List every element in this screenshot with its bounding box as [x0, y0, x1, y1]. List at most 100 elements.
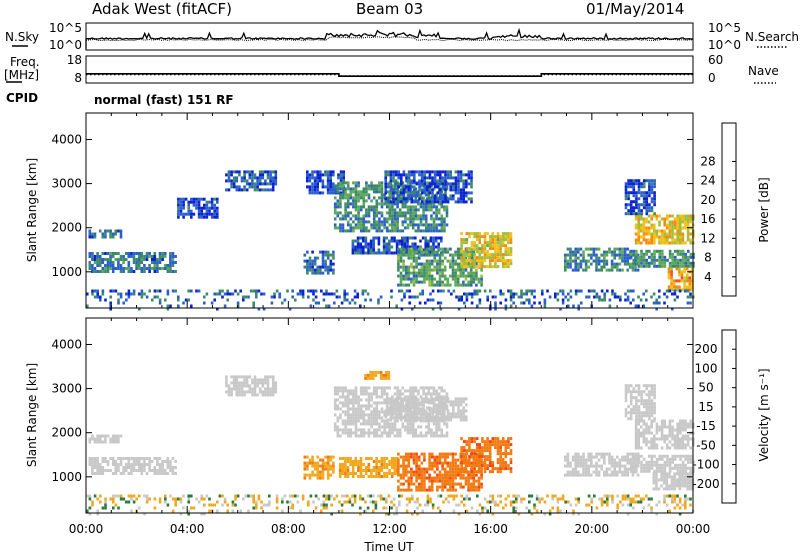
echo-cell [679, 261, 682, 265]
echo-cell [369, 370, 372, 374]
echo-cell [404, 479, 408, 483]
echo-cell [443, 476, 447, 480]
echo-cell [424, 220, 428, 224]
echo-cell [380, 460, 384, 463]
echo-cell [590, 464, 593, 468]
echo-cell [365, 199, 368, 203]
echo-cell [428, 455, 431, 459]
echo-cell [266, 390, 270, 394]
echo-cell [566, 458, 570, 462]
echo-cell [449, 197, 452, 201]
echo-cell [264, 179, 267, 183]
echo-cell [574, 250, 577, 254]
echo-cell [349, 472, 352, 475]
echo-cell [449, 476, 452, 480]
echo-cell [623, 253, 627, 257]
echo-cell [422, 208, 425, 212]
echo-cell [392, 194, 395, 198]
echo-cell [456, 464, 460, 468]
echo-cell [316, 461, 320, 465]
echo-cell [441, 170, 445, 174]
echo-cell [437, 289, 440, 293]
echo-cell [637, 226, 640, 230]
echo-cell [438, 274, 442, 278]
echo-cell [608, 247, 611, 251]
echo-cell [440, 226, 444, 230]
echo-cell [507, 250, 510, 254]
echo-cell [623, 470, 627, 474]
echo-cell [104, 298, 107, 302]
echo-cell [415, 406, 419, 410]
echo-cell [308, 476, 312, 480]
echo-cell [423, 455, 426, 459]
echo-cell [336, 211, 340, 215]
echo-cell [436, 265, 439, 269]
echo-cell [467, 182, 471, 186]
echo-cell [424, 208, 428, 212]
echo-cell [140, 261, 144, 264]
echo-cell [424, 431, 428, 435]
echo-cell [111, 267, 115, 270]
echo-cell [127, 261, 131, 264]
echo-cell [462, 262, 466, 266]
echo-cell [326, 473, 330, 477]
echo-cell [316, 271, 320, 275]
echo-cell [402, 194, 406, 198]
echo-cell [676, 249, 680, 253]
echo-cell [357, 460, 360, 463]
echo-cell [387, 400, 390, 404]
echo-cell [417, 455, 421, 459]
echo-cell [470, 179, 473, 183]
echo-cell [130, 463, 133, 466]
echo-cell [418, 403, 421, 407]
echo-cell [445, 425, 449, 429]
echo-cell [380, 457, 384, 460]
echo-cell [428, 464, 431, 468]
echo-cell [441, 194, 445, 198]
echo-cell [349, 193, 353, 197]
echo-cell [356, 245, 360, 249]
echo-cell [352, 389, 355, 393]
echo-cell [394, 170, 398, 174]
echo-cell [114, 434, 118, 438]
echo-cell [420, 452, 424, 456]
echo-cell [689, 238, 692, 242]
echo-cell [445, 392, 449, 396]
echo-cell [494, 301, 497, 305]
echo-cell [579, 259, 583, 263]
echo-cell [441, 250, 444, 254]
echo-cell [114, 267, 118, 270]
echo-cell [635, 197, 638, 201]
echo-cell [148, 469, 151, 472]
echo-cell [203, 212, 206, 216]
echo-cell [436, 185, 439, 189]
echo-cell [396, 431, 399, 435]
echo-cell [457, 176, 460, 180]
echo-cell [402, 488, 405, 492]
echo-cell [399, 283, 403, 287]
echo-cell [423, 170, 426, 174]
echo-cell [410, 265, 413, 269]
echo-cell [344, 395, 347, 399]
echo-cell [432, 202, 436, 206]
echo-cell [571, 473, 575, 477]
echo-cell [407, 274, 411, 278]
echo-cell [101, 289, 105, 293]
echo-cell [673, 238, 677, 242]
echo-cell [397, 461, 400, 465]
echo-cell [392, 403, 395, 407]
echo-cell [145, 463, 149, 466]
echo-cell [380, 199, 384, 203]
echo-cell [655, 214, 659, 218]
echo-cell [357, 407, 360, 411]
echo-cell [396, 386, 399, 390]
echo-cell [130, 270, 133, 273]
echo-cell [235, 384, 239, 388]
echo-cell [422, 416, 425, 420]
echo-cell [413, 176, 416, 180]
echo-cell [435, 223, 438, 227]
echo-cell [441, 262, 444, 266]
echo-cell [339, 176, 343, 180]
echo-cell [420, 476, 424, 480]
echo-cell [499, 464, 502, 468]
